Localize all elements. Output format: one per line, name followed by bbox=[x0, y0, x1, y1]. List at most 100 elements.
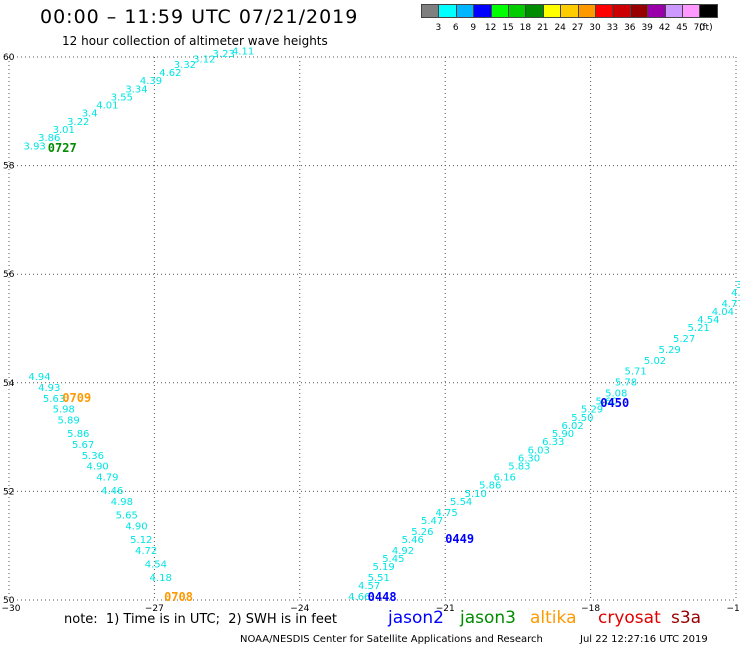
wave-height-value: 4.04 bbox=[712, 307, 734, 318]
legend-label: 33 bbox=[606, 23, 619, 33]
wave-height-value: 5.86 bbox=[67, 429, 89, 440]
wave-height-value: 3.34 bbox=[125, 84, 147, 95]
legend-label: 30 bbox=[589, 23, 601, 33]
wave-height-value: 4.92 bbox=[392, 546, 414, 557]
y-tick-label: 60 bbox=[3, 53, 15, 63]
wave-height-value: 4.01 bbox=[96, 101, 118, 112]
wave-height-value: 3.01 bbox=[53, 125, 75, 136]
pass-time-label: 0708 bbox=[164, 590, 193, 604]
wave-height-value: 5.02 bbox=[644, 356, 666, 367]
legend-label: 70 bbox=[693, 23, 706, 33]
wave-height-value: 4.11 bbox=[232, 46, 254, 57]
wave-height-value: 5.45 bbox=[382, 554, 404, 565]
footer-credit: NOAA/NESDIS Center for Satellite Applica… bbox=[240, 634, 543, 645]
wave-height-value: 5.36 bbox=[82, 451, 104, 462]
wave-height-value: 4.18 bbox=[150, 573, 172, 584]
footer-timestamp: Jul 22 12:27:16 UTC 2019 bbox=[580, 634, 708, 645]
pass-time-label: 0449 bbox=[445, 532, 474, 546]
wave-height-value: 4.57 bbox=[358, 581, 380, 592]
chart-subtitle: 12 hour collection of altimeter wave hei… bbox=[62, 34, 328, 48]
wave-height-value: 5.60 bbox=[595, 397, 617, 408]
wave-height-value: 5.08 bbox=[605, 388, 627, 399]
legend-unit: (ft) bbox=[699, 23, 713, 33]
wave-height-value: 5.89 bbox=[57, 416, 79, 427]
wave-height-value: 5.21 bbox=[688, 323, 710, 334]
x-tick-label: −30 bbox=[2, 604, 21, 614]
wave-height-value: 3.4 bbox=[82, 109, 98, 120]
wave-height-value: 3.55 bbox=[111, 92, 133, 103]
legend-swatch bbox=[699, 4, 718, 18]
wave-height-value: 6.03 bbox=[528, 445, 550, 456]
wave-height-value: 5.26 bbox=[411, 527, 433, 538]
wave-height-value: 5.67 bbox=[72, 440, 94, 451]
wave-height-value: 4.75 bbox=[436, 508, 458, 519]
wave-height-value: 4.94 bbox=[28, 372, 50, 383]
legend-label: 15 bbox=[502, 23, 514, 33]
legend-label: 39 bbox=[641, 23, 653, 33]
wave-height-value: 4.72 bbox=[135, 546, 157, 557]
color-legend: 3 6 9 12 15 18 21 24 27 30 33 36 39 42 45 70 (ft) bbox=[421, 4, 727, 38]
pass-time-label: 0727 bbox=[48, 141, 77, 155]
mission-jason3: jason3 bbox=[460, 608, 516, 628]
legend-label: 3 bbox=[435, 23, 442, 33]
mission-altika: altika bbox=[530, 608, 577, 628]
wave-height-value: 5.50 bbox=[571, 413, 593, 424]
wave-height-value: 5.47 bbox=[421, 516, 443, 527]
wave-height-value: 4.54 bbox=[145, 559, 167, 570]
y-tick-label: 54 bbox=[3, 379, 15, 389]
legend-label: 36 bbox=[624, 23, 636, 33]
wave-height-value: 6.02 bbox=[562, 421, 584, 432]
wave-height-value: 4.79 bbox=[96, 473, 118, 484]
wave-height-value: 4.66 bbox=[348, 592, 370, 603]
wave-height-value: 5.46 bbox=[402, 535, 424, 546]
legend-label: 24 bbox=[554, 23, 566, 33]
footer-note: note: 1) Time is in UTC; 2) SWH is in fe… bbox=[64, 612, 337, 627]
y-tick-label: 56 bbox=[3, 270, 15, 280]
wave-height-value: 5.29 bbox=[658, 345, 680, 356]
wave-height-value: 3.86 bbox=[38, 133, 60, 144]
wave-height-value: 3.32 bbox=[174, 60, 196, 71]
legend-label: 6 bbox=[452, 23, 459, 33]
mission-jason2: jason2 bbox=[388, 608, 444, 628]
wave-height-value: 5.29 bbox=[581, 405, 603, 416]
legend-label: 21 bbox=[537, 23, 549, 33]
mission-s3a: s3a bbox=[671, 608, 702, 628]
wave-height-value: 5.54 bbox=[450, 497, 472, 508]
x-tick-label: −18 bbox=[581, 604, 600, 614]
wave-height-value: 3.23 bbox=[213, 49, 235, 60]
wave-height-value: 5.78 bbox=[615, 378, 637, 389]
x-tick-label: −27 bbox=[145, 604, 164, 614]
wave-height-value: 4.90 bbox=[87, 462, 109, 473]
wave-height-value: 6.30 bbox=[518, 454, 540, 465]
legend-label: 18 bbox=[519, 23, 532, 33]
wave-height-value: 5.83 bbox=[508, 462, 530, 473]
wave-height-value: 5.71 bbox=[625, 367, 647, 378]
x-tick-label: −21 bbox=[436, 604, 455, 614]
wave-height-value: 5.98 bbox=[53, 405, 75, 416]
wave-height-value: 6.33 bbox=[542, 437, 564, 448]
legend-label: 9 bbox=[470, 23, 477, 33]
y-tick-label: 50 bbox=[3, 596, 15, 606]
wave-height-value: 4.46 bbox=[101, 486, 123, 497]
wave-height-value: 4.62 bbox=[159, 68, 181, 79]
legend-label: 27 bbox=[571, 23, 584, 33]
wave-height-value: 5.86 bbox=[479, 481, 501, 492]
y-tick-label: 58 bbox=[3, 162, 15, 172]
wave-height-value: 5.27 bbox=[673, 334, 695, 345]
wave-height-value: 4.54 bbox=[697, 315, 719, 326]
wave-height-value: 4.98 bbox=[111, 497, 133, 508]
pass-time-label: 0448 bbox=[368, 590, 397, 604]
wave-height-value: 5.10 bbox=[465, 489, 487, 500]
wave-height-value: 4.39 bbox=[140, 76, 162, 87]
wave-height-value: 4.77 bbox=[721, 299, 740, 310]
legend-label: 42 bbox=[658, 23, 671, 33]
x-tick-label: −24 bbox=[290, 604, 309, 614]
legend-label: 45 bbox=[676, 23, 688, 33]
wave-height-value: 4.90 bbox=[125, 521, 147, 532]
wave-height-value: 3.22 bbox=[67, 117, 89, 128]
wave-height-value: 6.16 bbox=[494, 473, 516, 484]
y-tick-label: 52 bbox=[3, 487, 14, 497]
pass-time-label: 0709 bbox=[62, 391, 91, 405]
legend-label: 12 bbox=[484, 23, 497, 33]
